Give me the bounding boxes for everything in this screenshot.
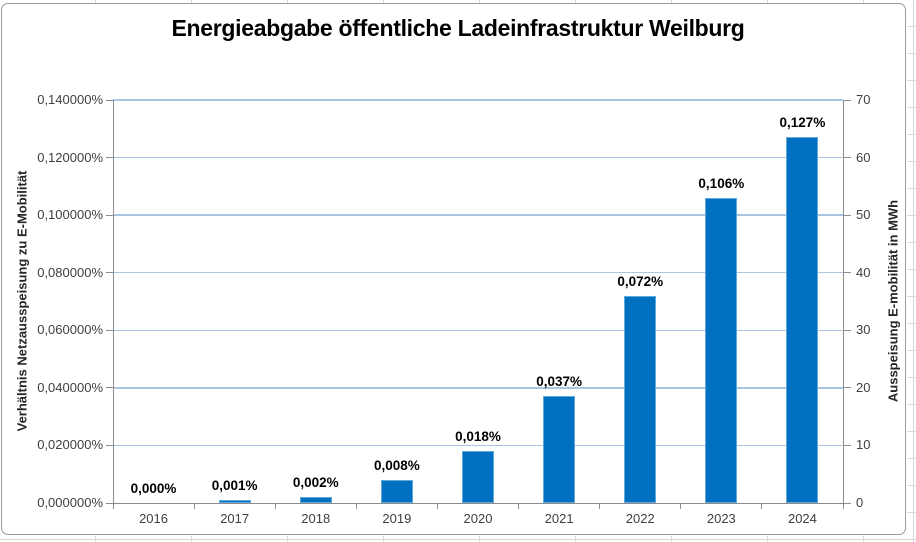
gridline (113, 99, 843, 101)
left-axis-line (113, 100, 114, 504)
bar-data-label: 0,002% (292, 475, 339, 491)
bar-data-label: 0,037% (536, 374, 582, 390)
bar-data-label: 0,001% (211, 478, 258, 494)
right-axis-tick (844, 99, 851, 101)
bar-data-label: 0,127% (779, 115, 826, 131)
left-axis-tick (106, 99, 113, 101)
bar (624, 295, 657, 503)
left-axis-tick-label: 0,100000% (37, 207, 103, 223)
left-axis-tick-label: 0,000000% (37, 495, 103, 510)
left-axis-tick-label: 0,140000% (37, 92, 103, 107)
bar-data-label: 0,106% (698, 175, 745, 191)
bar-data-label: 0,000% (130, 481, 177, 496)
left-axis-tick-label: 0,040000% (37, 379, 103, 395)
x-axis-category-label: 2024 (787, 511, 817, 526)
x-axis-tick (518, 504, 520, 509)
x-axis-tick (355, 504, 357, 509)
x-axis-line (113, 503, 844, 504)
left-axis-tick-label: 0,020000% (37, 437, 103, 453)
x-axis-tick (112, 504, 114, 509)
right-axis-tick-label: 40 (856, 264, 871, 280)
x-axis-tick (599, 504, 601, 509)
right-axis-tick (844, 329, 851, 331)
left-axis-tick (106, 272, 113, 274)
bar (705, 197, 738, 503)
x-axis-tick (761, 504, 763, 509)
gridline (113, 329, 843, 332)
right-axis-tick-label: 60 (856, 149, 871, 165)
spreadsheet-column-line (913, 0, 914, 542)
left-axis-tick (106, 329, 113, 331)
bar (786, 137, 819, 503)
bar-data-label: 0,072% (617, 273, 664, 289)
x-axis-tick (680, 504, 682, 509)
right-axis-tick (844, 214, 851, 216)
x-axis-category-label: 2022 (625, 511, 655, 526)
left-axis-tick (106, 157, 113, 159)
right-axis-tick-label: 10 (856, 437, 871, 453)
bar (462, 451, 494, 503)
spreadsheet-row-line (0, 539, 916, 540)
x-axis-category-label: 2021 (544, 511, 574, 526)
right-axis-tick (844, 272, 851, 274)
right-axis-tick (844, 502, 851, 504)
right-axis-tick-label: 0 (856, 495, 864, 510)
x-axis-category-label: 2017 (220, 511, 250, 526)
gridline (113, 387, 843, 389)
left-axis-tick (106, 214, 113, 216)
spreadsheet-row-gridline-stubs-right (907, 0, 916, 542)
x-axis-category-label: 2020 (463, 511, 493, 526)
x-axis-category-label: 2023 (706, 511, 736, 526)
gridline (113, 444, 843, 447)
x-axis-tick (193, 504, 195, 509)
right-axis-line (843, 100, 844, 504)
bar (299, 497, 332, 503)
spreadsheet-column-gridline-stubs-top (0, 0, 916, 3)
bar (218, 500, 251, 503)
right-axis-tick-label: 50 (856, 207, 871, 223)
x-axis-tick (842, 504, 844, 509)
x-axis-category-label: 2019 (382, 511, 412, 526)
chart-area-border (1, 3, 906, 535)
left-axis-tick-label: 0,060000% (37, 322, 103, 338)
bar-data-label: 0,008% (373, 457, 420, 473)
bar-data-label: 0,018% (455, 429, 501, 445)
chart-title: Energieabgabe öffentliche Ladeinfrastruk… (171, 15, 745, 41)
right-axis-tick (844, 157, 851, 159)
right-axis-tick-label: 30 (856, 322, 871, 338)
x-axis-category-label: 2018 (301, 511, 331, 526)
right-axis-tick (844, 387, 851, 389)
right-axis-tick-label: 70 (856, 92, 871, 107)
left-axis-tick-label: 0,120000% (37, 149, 103, 165)
x-axis-category-label: 2016 (139, 511, 168, 526)
left-axis-tick (106, 387, 113, 389)
gridline (113, 271, 843, 274)
right-axis-tick (844, 444, 851, 446)
gridline (113, 156, 843, 159)
gridline (113, 214, 843, 216)
left-axis-tick-label: 0,080000% (37, 264, 103, 280)
x-axis-tick (274, 504, 276, 509)
bar (380, 479, 413, 503)
bar (543, 396, 576, 503)
x-axis-tick (436, 504, 438, 509)
right-axis-tick-label: 20 (856, 379, 871, 395)
left-axis-tick (106, 502, 113, 504)
left-axis-tick (106, 444, 113, 446)
